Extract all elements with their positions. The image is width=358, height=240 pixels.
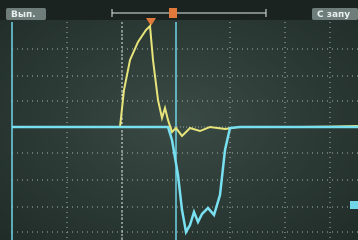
page: Вып. С запу (() => { const data = JSON.p… bbox=[0, 0, 358, 240]
screen-background bbox=[0, 0, 358, 240]
right-label: С запу bbox=[317, 10, 350, 20]
oscilloscope-screen: Вып. С запу bbox=[0, 0, 358, 240]
channel-2-marker bbox=[350, 201, 358, 209]
left-label: Вып. bbox=[11, 10, 36, 20]
trigger-marker bbox=[169, 8, 177, 18]
top-bar bbox=[0, 0, 358, 20]
